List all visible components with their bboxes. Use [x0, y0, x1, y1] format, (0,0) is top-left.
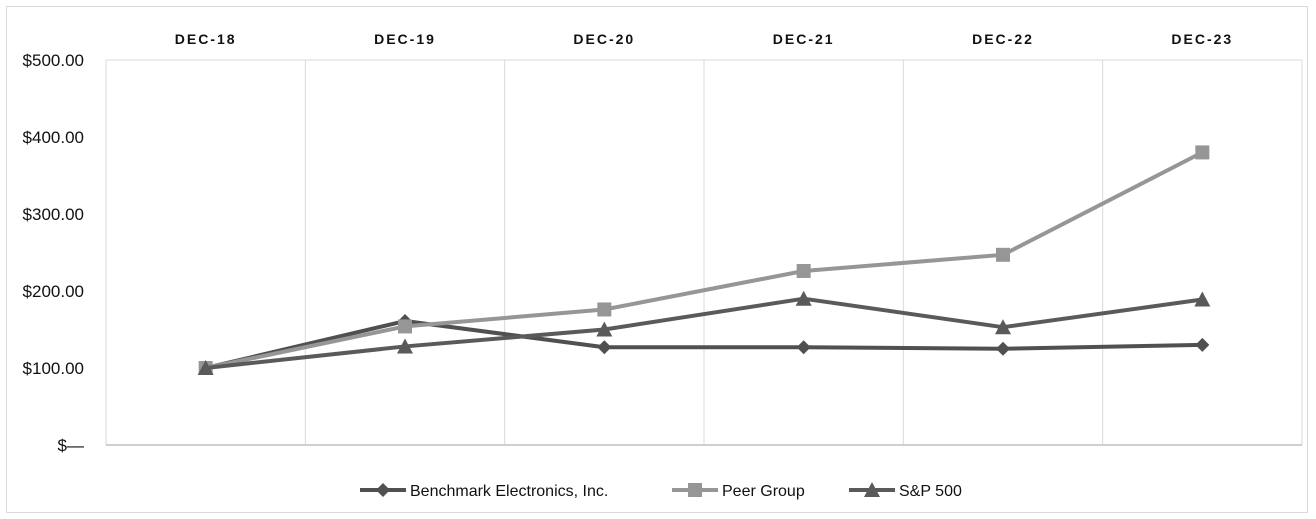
data-point — [1194, 291, 1211, 307]
y-tick-label: $200.00 — [23, 282, 84, 301]
y-tick-label: $— — [58, 436, 84, 455]
chart-frame — [6, 6, 1308, 513]
legend-label: Peer Group — [722, 483, 805, 500]
series-peer-group — [198, 145, 1210, 375]
data-point — [397, 338, 413, 354]
y-tick-label: $400.00 — [23, 128, 84, 147]
legend: Benchmark Electronics, Inc. Peer Group S&P… — [360, 482, 962, 500]
data-point — [597, 340, 612, 355]
x-tick-label: DEC-22 — [972, 31, 1034, 47]
legend-marker — [688, 483, 702, 497]
data-point — [996, 247, 1010, 262]
series-s-p-500 — [197, 290, 1211, 375]
data-point — [995, 319, 1011, 335]
data-point — [197, 360, 214, 375]
data-point — [796, 263, 811, 278]
x-tick-label: DEC-21 — [773, 31, 835, 47]
y-axis-ticks: $— $100.00 $200.00 $300.00 $400.00 $500.00 — [23, 51, 84, 455]
grid-lines — [105, 59, 1303, 446]
legend-label: Benchmark Electronics, Inc. — [410, 483, 608, 500]
x-tick-label: DEC-20 — [573, 31, 635, 47]
legend-label: S&P 500 — [899, 483, 962, 500]
data-point — [596, 321, 613, 337]
series-lines — [197, 145, 1211, 375]
x-tick-label: DEC-19 — [374, 31, 436, 47]
data-point — [1195, 145, 1210, 160]
legend-marker — [376, 483, 390, 497]
y-tick-label: $500.00 — [23, 51, 84, 70]
x-tick-label: DEC-23 — [1171, 31, 1233, 47]
legend-item: S&P 500 — [849, 482, 962, 500]
series-line — [205, 150, 1204, 370]
series-line — [205, 296, 1203, 370]
y-tick-label: $100.00 — [23, 359, 84, 378]
data-point — [597, 302, 612, 317]
data-point — [1195, 337, 1210, 352]
legend-item: Benchmark Electronics, Inc. — [360, 483, 608, 500]
legend-marker — [864, 482, 880, 497]
data-point — [796, 340, 811, 355]
x-axis-ticks: DEC-18 DEC-19 DEC-20 DEC-21 DEC-22 DEC-23 — [175, 31, 1233, 47]
y-tick-label: $300.00 — [23, 205, 84, 224]
data-point — [795, 290, 812, 306]
data-point — [996, 341, 1010, 356]
data-point — [398, 319, 412, 334]
legend-item: Peer Group — [672, 483, 805, 500]
x-tick-label: DEC-18 — [175, 31, 237, 47]
series-line — [205, 319, 1203, 370]
